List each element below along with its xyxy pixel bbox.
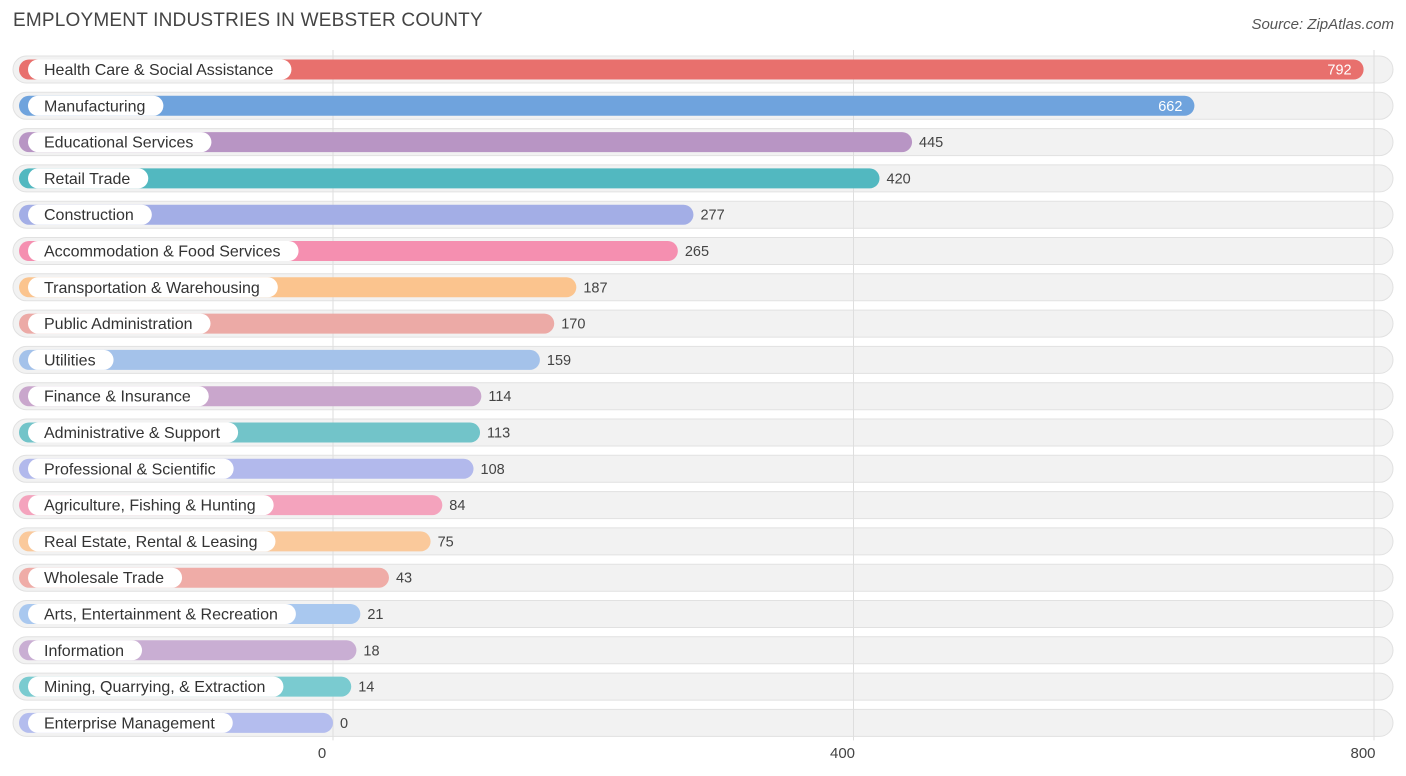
chart-title: EMPLOYMENT INDUSTRIES IN WEBSTER COUNTY (13, 10, 483, 31)
bar (19, 204, 694, 225)
category-label-pill (28, 277, 278, 298)
category-label: Utilities (44, 352, 96, 369)
x-tick-label: 0 (318, 745, 326, 762)
value-label: 277 (700, 208, 724, 224)
bar (19, 168, 880, 189)
bar (19, 132, 913, 153)
category-label: Retail Trade (44, 171, 130, 188)
category-label-pill (28, 640, 143, 661)
value-label: 445 (919, 135, 943, 151)
value-label: 187 (583, 280, 607, 296)
category-label: Mining, Quarrying, & Extraction (44, 679, 265, 696)
row-background (12, 600, 1394, 628)
category-label-pill (28, 349, 114, 370)
category-label: Wholesale Trade (44, 570, 164, 587)
category-label: Professional & Scientific (44, 461, 216, 478)
value-label: 75 (438, 534, 454, 550)
category-label: Arts, Entertainment & Recreation (44, 607, 278, 624)
bar (19, 349, 540, 370)
category-label: Information (44, 643, 124, 660)
category-label-pill (28, 422, 239, 443)
category-label: Educational Services (44, 135, 193, 152)
category-label-pill (28, 458, 234, 479)
value-label: 662 (1158, 99, 1182, 115)
value-label: 18 (363, 643, 379, 659)
category-label: Accommodation & Food Services (44, 244, 281, 261)
bars: Health Care & Social Assistance 792 Manufa… (19, 59, 1364, 733)
value-label: 14 (358, 680, 374, 696)
x-tick-label: 400 (830, 745, 855, 762)
value-label: 21 (367, 607, 383, 623)
category-label-pill (28, 676, 284, 697)
bar (19, 95, 1195, 116)
category-label: Manufacturing (44, 98, 145, 115)
category-label: Construction (44, 207, 134, 224)
value-label: 265 (685, 244, 709, 260)
category-label-pill (28, 495, 274, 516)
bar (19, 59, 1364, 80)
value-label: 43 (396, 571, 412, 587)
value-label: 113 (487, 426, 510, 442)
value-label: 0 (340, 716, 348, 732)
value-label: 84 (449, 498, 465, 514)
category-label: Transportation & Warehousing (44, 280, 260, 297)
category-label-pill (28, 204, 152, 225)
category-label: Real Estate, Rental & Leasing (44, 534, 257, 551)
source-label: Source: ZipAtlas.com (1251, 16, 1394, 33)
row-background (12, 636, 1394, 665)
category-label-pill (28, 168, 149, 189)
category-label-pill (28, 567, 183, 588)
category-label-pill (28, 59, 292, 80)
value-label: 159 (547, 353, 571, 369)
category-label-pill (28, 712, 233, 733)
category-label-pill (28, 531, 276, 552)
category-label: Administrative & Support (44, 425, 221, 442)
category-label: Enterprise Management (44, 715, 215, 732)
category-label-pill (28, 386, 209, 407)
value-label: 108 (481, 462, 505, 478)
category-label-pill (28, 313, 211, 334)
category-label-pill (28, 132, 212, 153)
value-label: 114 (488, 389, 511, 405)
category-label: Agriculture, Fishing & Hunting (44, 498, 256, 515)
category-label: Finance & Insurance (44, 389, 191, 406)
category-label: Public Administration (44, 316, 193, 333)
row-background (12, 672, 1394, 701)
value-label: 792 (1327, 63, 1351, 79)
value-label: 170 (561, 317, 585, 333)
category-label: Health Care & Social Assistance (44, 62, 274, 79)
value-label: 420 (887, 171, 911, 187)
x-tick-label: 800 (1350, 745, 1375, 762)
category-label-pill (28, 241, 299, 261)
category-label-pill (28, 95, 164, 116)
row-background (12, 708, 1394, 737)
category-label-pill (28, 604, 296, 624)
